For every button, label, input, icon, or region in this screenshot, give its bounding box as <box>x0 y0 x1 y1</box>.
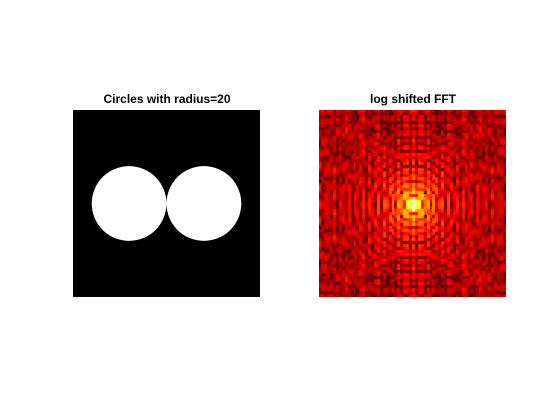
circles-image-axes <box>73 110 260 297</box>
fft-heatmap-image <box>319 110 506 297</box>
circles-image <box>73 110 260 297</box>
circles-plot-title: Circles with radius=20 <box>103 92 231 106</box>
fft-plot-title: log shifted FFT <box>370 92 456 106</box>
fft-image-axes <box>319 110 506 297</box>
white-circle-1 <box>91 166 167 241</box>
white-circle-2 <box>166 166 242 241</box>
